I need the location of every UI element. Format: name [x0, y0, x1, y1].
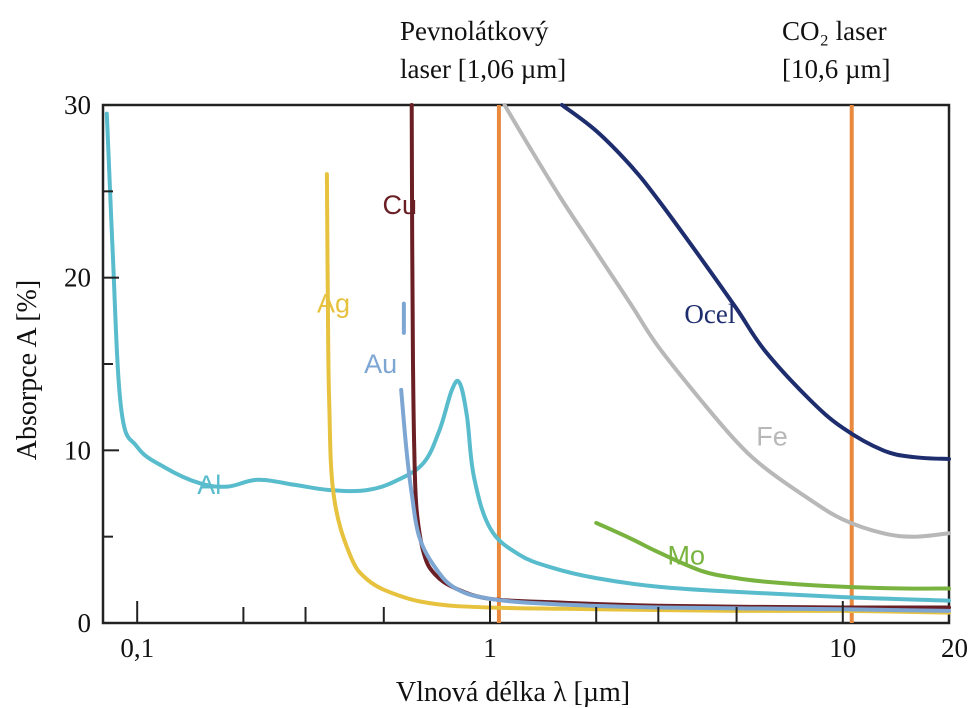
series-line-ag [324, 172, 951, 615]
x-tick-label: 1 [483, 633, 497, 663]
series-line-au [399, 387, 951, 613]
series-layer [104, 103, 951, 615]
plot-border [101, 103, 951, 625]
reference-lines [496, 105, 854, 623]
series-line-ocel [560, 103, 951, 461]
series-label-ag: Ag [317, 289, 350, 319]
series-line-al [104, 111, 951, 603]
y-axis-title: Absorpce A [%] [12, 280, 43, 460]
co2-laser-label-line2: [10,6 µm] [782, 54, 891, 84]
y-tick-label: 10 [64, 435, 91, 465]
x-tick-label: 0,1 [120, 633, 154, 663]
y-tick-label: 0 [78, 608, 92, 638]
x-tick-label: 10 [829, 633, 856, 663]
axis-ticks: 0 10 20 30 0,1 1 10 20 [64, 90, 968, 663]
series-label-au: Au [364, 349, 397, 379]
x-tick-label: 20 [941, 633, 968, 663]
series-label-fe: Fe [756, 422, 788, 452]
reference-line-labels: Pevnolátkový laser [1,06 µm] CO₂ laser [… [400, 16, 891, 84]
x-axis-title: Vlnová délka λ [µm] [396, 677, 630, 708]
y-tick-label: 20 [64, 263, 91, 293]
series-line-mo [594, 520, 951, 591]
series-label-mo: Mo [668, 541, 706, 571]
plot-frame [101, 103, 951, 625]
series-label-al: Al [197, 470, 221, 500]
co2-laser-label-line1: CO₂ laser [782, 16, 887, 46]
series-labels: Al Ag Cu Au Fe Ocel Mo [197, 190, 788, 571]
series-label-cu: Cu [383, 190, 418, 220]
solid-state-laser-label-line2: laser [1,06 µm] [400, 54, 566, 84]
series-label-ocel: Ocel [684, 299, 735, 329]
series-line-fe [502, 103, 951, 539]
y-tick-label: 30 [64, 90, 91, 120]
solid-state-laser-label-line1: Pevnolátkový [400, 16, 549, 46]
